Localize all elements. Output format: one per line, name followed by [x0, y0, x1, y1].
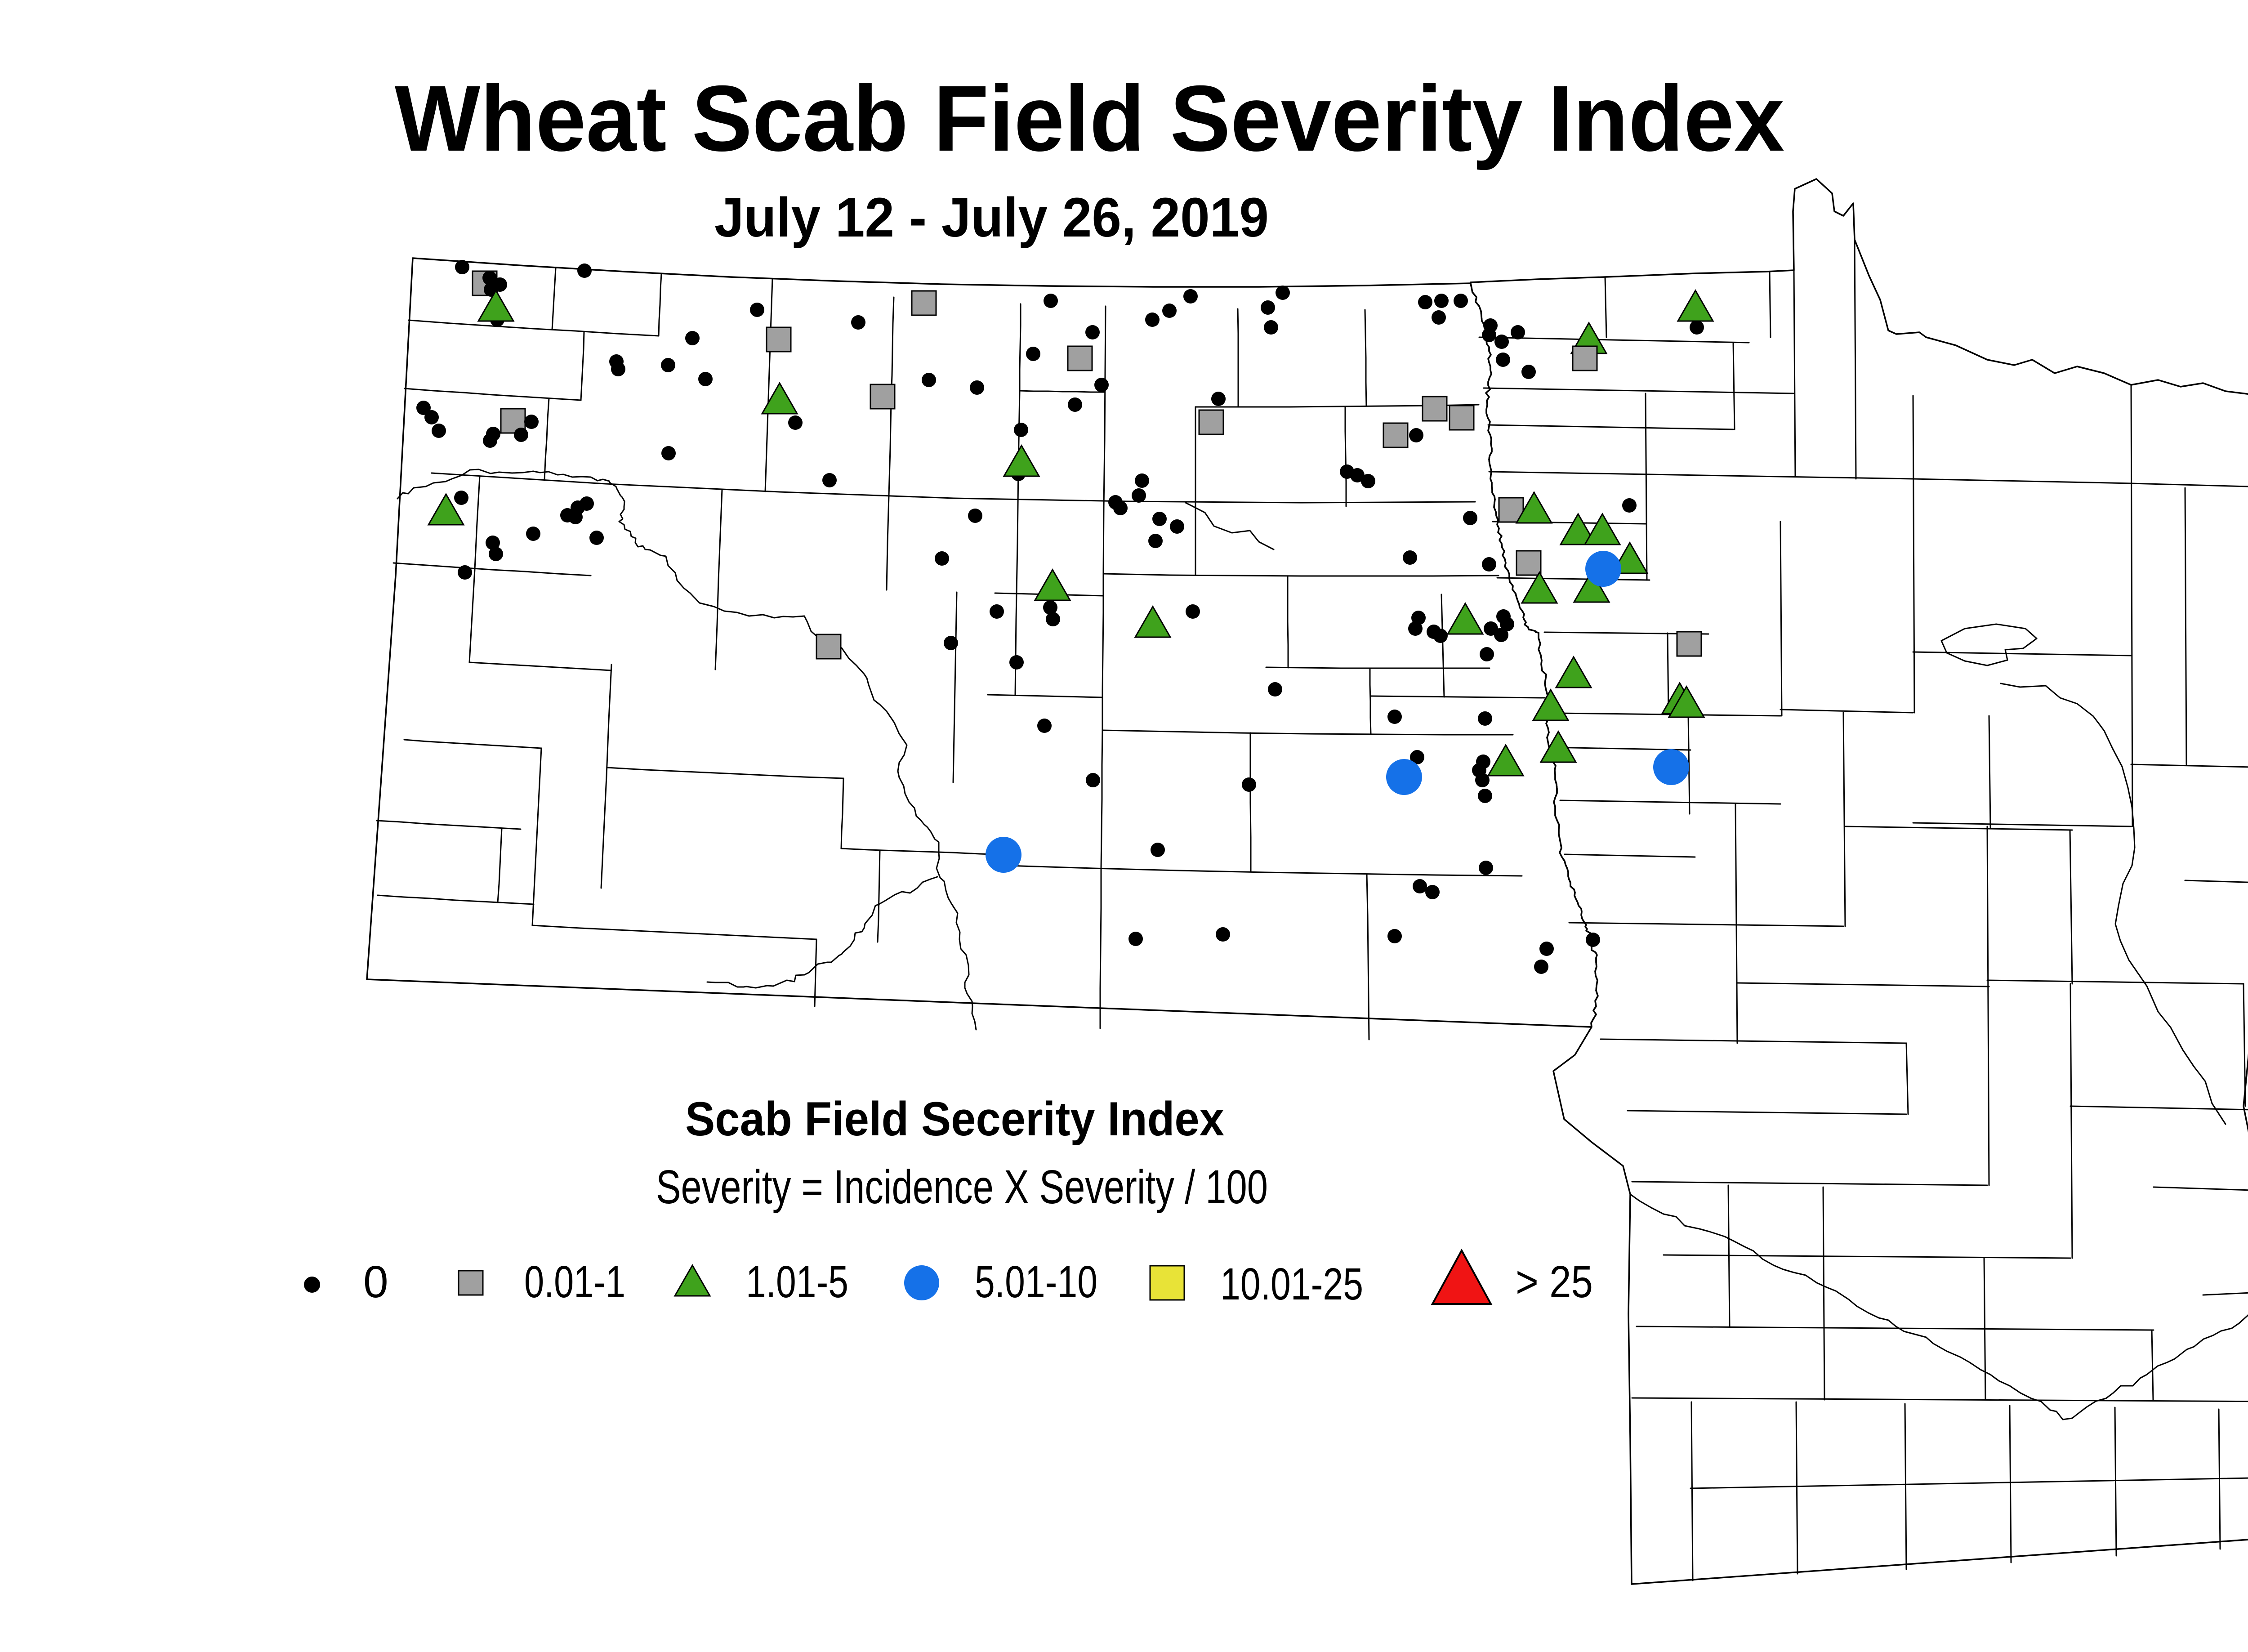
svg-text:0.01-1: 0.01-1	[524, 1257, 625, 1307]
svg-text:10.01-25: 10.01-25	[1220, 1259, 1363, 1309]
svg-text:> 25: > 25	[1516, 1257, 1593, 1307]
svg-text:Severity = Incidence X Severit: Severity = Incidence X Severity / 100	[656, 1161, 1268, 1214]
svg-text:0: 0	[363, 1257, 388, 1307]
svg-text:5.01-10: 5.01-10	[975, 1257, 1097, 1307]
svg-text:Scab Field Secerity Index: Scab Field Secerity Index	[685, 1092, 1224, 1146]
svg-text:Wheat Scab Field Severity Inde: Wheat Scab Field Severity Index	[395, 67, 1784, 171]
svg-text:July 12 - July 26, 2019: July 12 - July 26, 2019	[714, 187, 1269, 249]
svg-text:1.01-5: 1.01-5	[746, 1257, 848, 1307]
